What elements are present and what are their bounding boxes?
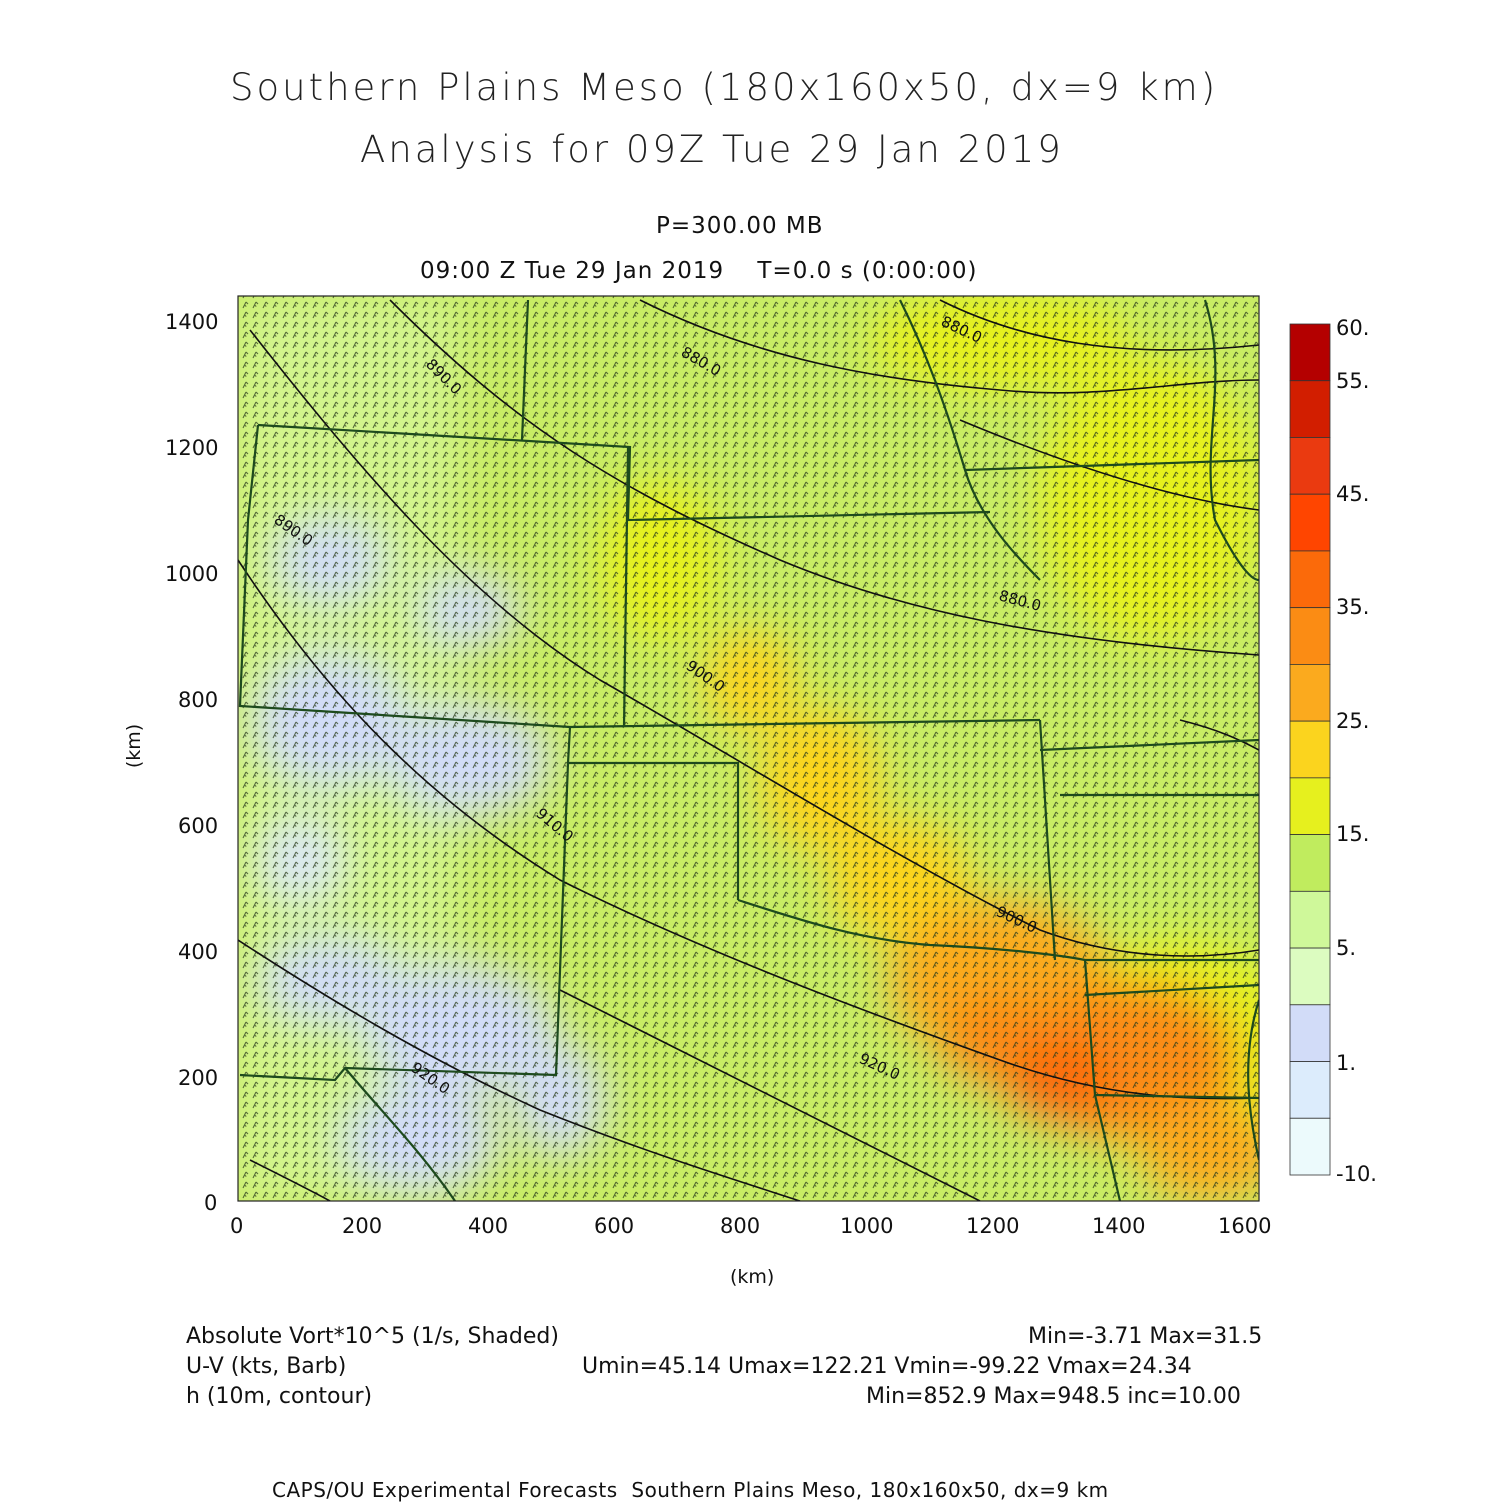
x-tick: 1200 (966, 1214, 1020, 1238)
y-tick: 800 (178, 688, 219, 712)
colorbar (1289, 323, 1331, 1176)
legend-height: h (10m, contour) (186, 1384, 373, 1409)
colorbar-swatch (1289, 664, 1331, 722)
y-axis-label: (km) (123, 723, 146, 769)
title-line-2: Analysis for 09Z Tue 29 Jan 2019 (360, 128, 1064, 171)
colorbar-swatch (1289, 493, 1331, 552)
colorbar-swatch (1289, 834, 1331, 892)
legend-wind: U-V (kts, Barb) (186, 1354, 347, 1379)
colorbar-swatch (1289, 777, 1331, 835)
plot-frame (237, 295, 1260, 1202)
x-tick: 600 (594, 1214, 635, 1238)
legend-height-stats: Min=852.9 Max=948.5 inc=10.00 (866, 1384, 1241, 1409)
colorbar-swatch (1289, 1061, 1331, 1119)
x-tick: 800 (720, 1214, 761, 1238)
y-tick: 1000 (165, 562, 219, 586)
x-tick: 400 (468, 1214, 509, 1238)
pressure-level: P=300.00 MB (656, 213, 824, 239)
y-tick: 1400 (165, 310, 219, 334)
colorbar-swatch (1289, 1117, 1331, 1176)
colorbar-label: 45. (1336, 482, 1370, 506)
x-tick: 0 (230, 1214, 244, 1238)
colorbar-swatch (1289, 437, 1331, 495)
y-tick: 600 (178, 814, 219, 838)
colorbar-swatch (1289, 947, 1331, 1006)
colorbar-swatch (1289, 607, 1331, 665)
colorbar-swatch (1289, 323, 1331, 382)
colorbar-swatch (1289, 890, 1331, 949)
colorbar-label: -10. (1336, 1162, 1377, 1186)
colorbar-label: 35. (1336, 595, 1370, 619)
x-tick: 1600 (1218, 1214, 1272, 1238)
y-tick: 200 (178, 1066, 219, 1090)
legend-vorticity: Absolute Vort*10^5 (1/s, Shaded) (186, 1324, 559, 1349)
y-tick: 400 (178, 940, 219, 964)
colorbar-label: 55. (1336, 369, 1370, 393)
x-tick: 200 (342, 1214, 383, 1238)
colorbar-swatch (1289, 1004, 1331, 1062)
height-contours (238, 299, 1259, 1201)
colorbar-label: 1. (1336, 1051, 1357, 1075)
colorbar-swatch (1289, 550, 1331, 609)
x-tick: 1000 (840, 1214, 894, 1238)
x-tick: 1400 (1092, 1214, 1146, 1238)
colorbar-swatch (1289, 720, 1331, 779)
legend-vorticity-stats: Min=-3.71 Max=31.5 (1028, 1324, 1263, 1349)
y-tick: 0 (204, 1191, 218, 1215)
footer-credit: CAPS/OU Experimental Forecasts Southern … (272, 1478, 1109, 1502)
colorbar-label: 15. (1336, 822, 1370, 846)
colorbar-label: 25. (1336, 709, 1370, 733)
legend-wind-stats: Umin=45.14 Umax=122.21 Vmin=-99.22 Vmax=… (582, 1354, 1192, 1379)
y-tick: 1200 (165, 436, 219, 460)
colorbar-swatch (1289, 380, 1331, 438)
state-boundaries (238, 299, 1259, 1201)
colorbar-label: 5. (1336, 936, 1357, 960)
x-axis-label: (km) (730, 1266, 775, 1288)
colorbar-label: 60. (1336, 316, 1370, 340)
title-line-1: Southern Plains Meso (180x160x50, dx=9 k… (230, 66, 1219, 109)
valid-time: 09:00 Z Tue 29 Jan 2019 T=0.0 s (0:00:00… (420, 258, 978, 284)
